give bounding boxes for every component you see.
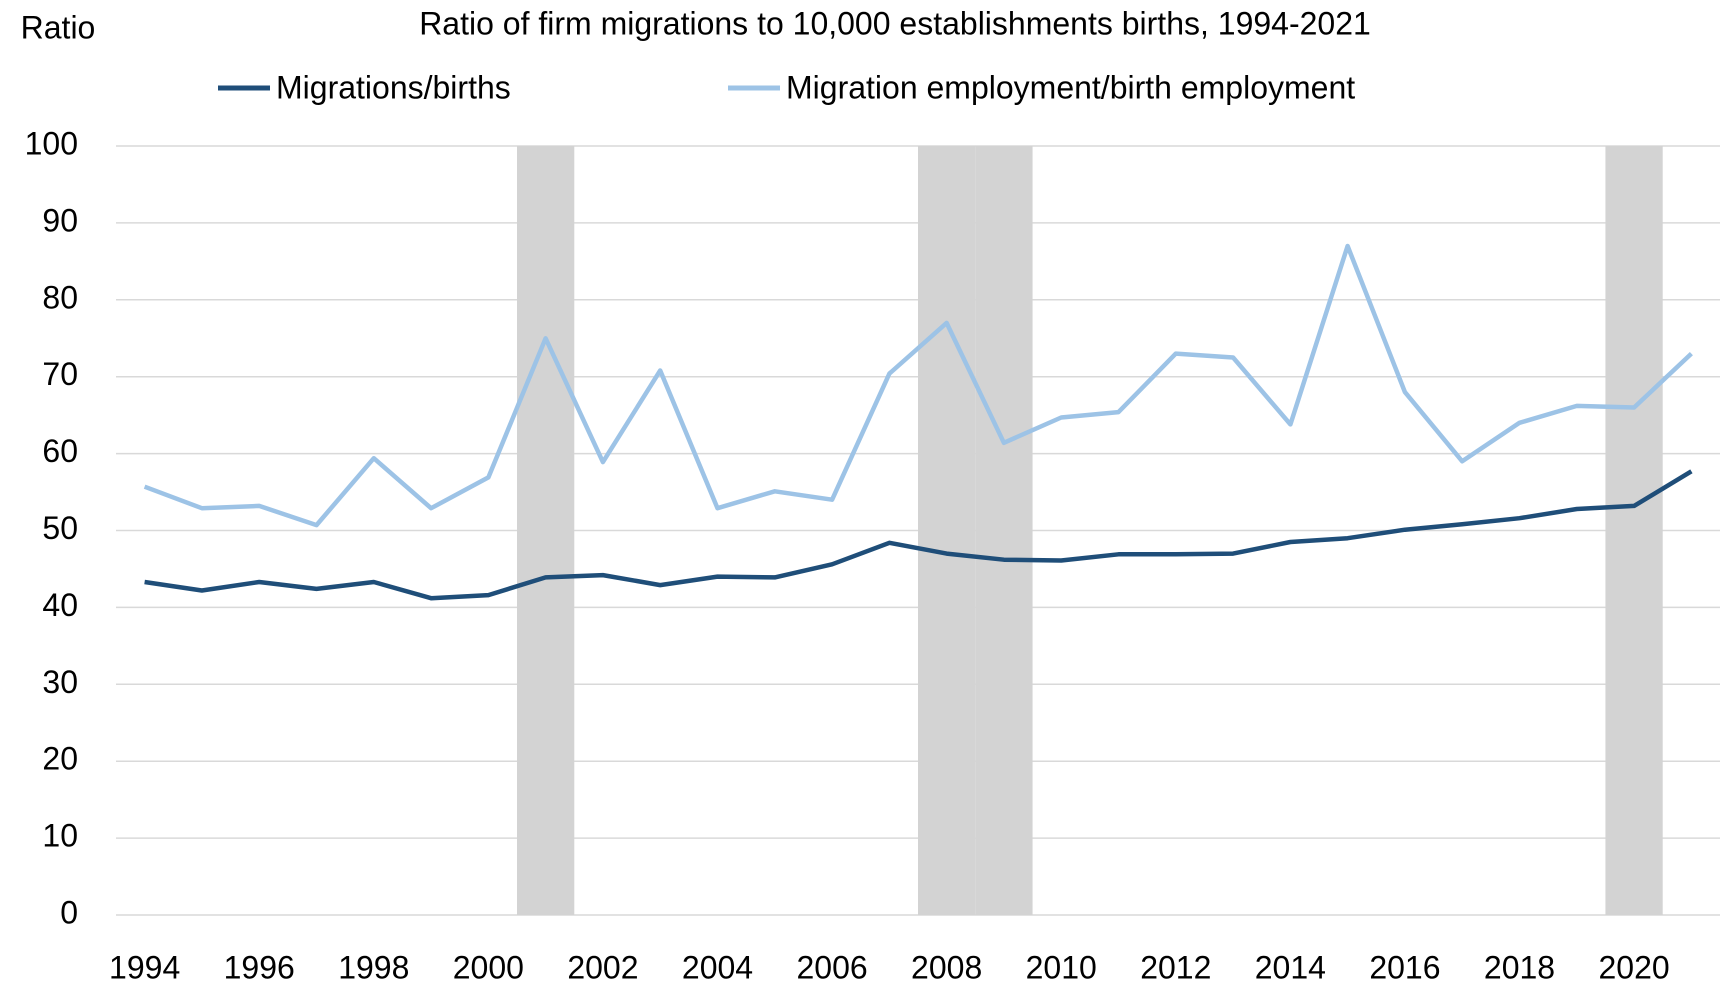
chart-title: Ratio of firm migrations to 10,000 estab… — [419, 5, 1371, 41]
y-tick-label: 80 — [42, 279, 78, 315]
y-axis-label: Ratio — [21, 9, 96, 45]
x-tick-label: 2014 — [1255, 949, 1326, 985]
legend-label: Migrations/births — [276, 69, 511, 105]
series-line — [143, 243, 1693, 528]
y-tick-label: 10 — [42, 818, 78, 854]
y-tick-label: 0 — [60, 894, 78, 930]
legend-label: Migration employment/birth employment — [786, 69, 1355, 105]
y-tick-label: 60 — [42, 433, 78, 469]
recession-shade — [517, 146, 575, 915]
x-tick-label: 2008 — [911, 949, 982, 985]
x-tick-label: 2018 — [1484, 949, 1555, 985]
series-line — [144, 469, 1693, 601]
x-tick-label: 2002 — [567, 949, 638, 985]
y-tick-label: 40 — [42, 587, 78, 623]
y-tick-label: 70 — [42, 356, 78, 392]
x-tick-label: 2012 — [1140, 949, 1211, 985]
x-tick-label: 2020 — [1598, 949, 1669, 985]
recession-shade — [975, 146, 1033, 915]
recession-shade — [1605, 146, 1663, 915]
x-tick-label: 1994 — [109, 949, 180, 985]
y-tick-label: 50 — [42, 510, 78, 546]
y-tick-label: 30 — [42, 664, 78, 700]
x-tick-label: 2010 — [1026, 949, 1097, 985]
y-tick-label: 90 — [42, 202, 78, 238]
x-tick-label: 1998 — [338, 949, 409, 985]
x-tick-label: 1996 — [224, 949, 295, 985]
y-tick-label: 100 — [25, 125, 78, 161]
x-tick-label: 2006 — [796, 949, 867, 985]
recession-shade — [918, 146, 976, 915]
x-tick-label: 2004 — [682, 949, 753, 985]
y-tick-label: 20 — [42, 741, 78, 777]
x-tick-label: 2000 — [453, 949, 524, 985]
x-tick-label: 2016 — [1369, 949, 1440, 985]
